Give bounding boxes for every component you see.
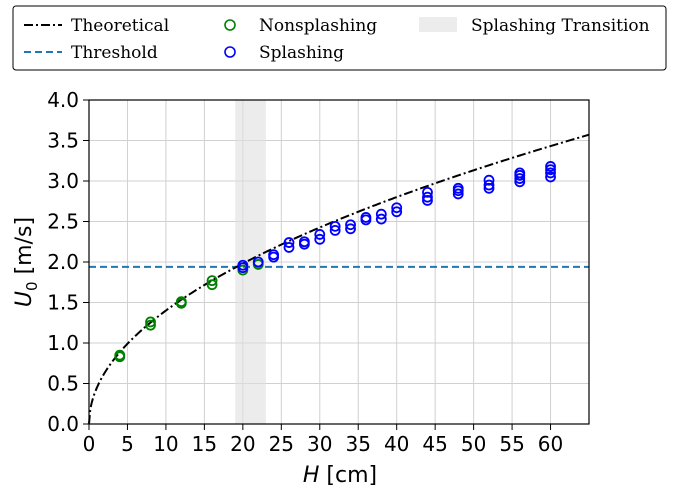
x-tick-label: 40 xyxy=(384,432,409,456)
y-axis-space xyxy=(12,274,37,281)
splashing-point xyxy=(545,167,556,179)
x-axis-unit xyxy=(319,463,326,488)
plot-area xyxy=(88,99,590,425)
y-tick-label: 1.5 xyxy=(47,291,79,315)
splashing-point xyxy=(283,242,295,253)
splashing-point xyxy=(483,179,495,191)
splashing-point xyxy=(483,174,495,186)
splashing-point xyxy=(329,225,341,236)
splashing-point xyxy=(375,213,387,225)
splashing-point xyxy=(452,188,464,200)
y-tick-label: 0.0 xyxy=(47,412,79,436)
splashing-point xyxy=(483,182,495,194)
splashing-point xyxy=(422,186,433,198)
y-tick-label: 3.0 xyxy=(47,169,79,193)
legend-theoretical-label: Theoretical xyxy=(71,16,169,36)
x-tick-label: 10 xyxy=(153,432,178,456)
x-tick-label: 30 xyxy=(307,432,332,456)
splashing-point xyxy=(545,164,556,176)
x-tick-label: 60 xyxy=(538,432,563,456)
nonsplashing-point xyxy=(145,316,156,328)
splashing-point xyxy=(283,237,295,248)
splashing-point xyxy=(298,236,310,248)
splashing-point xyxy=(360,212,372,223)
legend-frame xyxy=(12,5,667,71)
splashing-point xyxy=(252,256,264,268)
y-tick-label: 4.0 xyxy=(47,88,79,112)
legend-transition-swatch xyxy=(419,17,457,32)
splashing-point xyxy=(345,219,356,231)
legend-splashing-marker xyxy=(224,46,236,58)
x-tick-label: 35 xyxy=(346,432,371,456)
nonsplashing-point xyxy=(206,275,218,287)
nonsplashing-point xyxy=(145,319,156,331)
x-axis-label: H [cm] xyxy=(303,463,377,488)
y-axis-symbol: U xyxy=(12,291,37,307)
splashing-point xyxy=(514,173,526,184)
legend-nonsplashing-marker xyxy=(224,19,236,31)
x-tick-label: 5 xyxy=(121,432,134,456)
x-tick-label: 15 xyxy=(192,432,217,456)
nonsplashing-point xyxy=(114,349,126,361)
series-splashing xyxy=(237,161,556,274)
x-tick-label: 55 xyxy=(499,432,524,456)
splashing-point xyxy=(514,167,526,179)
splashing-point xyxy=(545,161,556,172)
y-axis-subscript: 0 xyxy=(23,281,41,291)
nonsplashing-point xyxy=(206,279,218,291)
theoretical-curve xyxy=(88,133,590,425)
legend-threshold-label: Threshold xyxy=(71,43,158,63)
y-tick-label: 1.0 xyxy=(47,331,79,355)
data-points xyxy=(114,161,556,363)
y-tick-label: 2.0 xyxy=(47,250,79,274)
nonsplashing-point xyxy=(175,296,187,308)
x-ticks: 0 5 10 15 20 25 30 35 40 45 50 55 60 xyxy=(83,424,563,456)
x-axis-symbol: H xyxy=(303,463,320,488)
x-axis-unit-text: [cm] xyxy=(326,463,377,488)
y-ticks: 0.0 0.5 1.0 1.5 2.0 2.5 3.0 3.5 4.0 xyxy=(47,88,89,436)
splashing-point xyxy=(314,233,326,245)
y-tick-label: 0.5 xyxy=(47,372,79,396)
legend-transition-label: Splashing Transition xyxy=(471,16,650,36)
splashing-point xyxy=(375,208,387,220)
x-tick-label: 20 xyxy=(230,432,255,456)
splashing-point xyxy=(422,191,433,203)
y-tick-label: 3.5 xyxy=(47,129,79,153)
y-tick-label: 2.5 xyxy=(47,210,79,234)
legend-splashing-label: Splashing xyxy=(259,43,344,63)
x-tick-label: 0 xyxy=(83,432,96,456)
y-axis-label: U0 [m/s] xyxy=(12,217,41,307)
splashing-point xyxy=(391,206,403,218)
x-tick-label: 50 xyxy=(461,432,486,456)
splashing-point xyxy=(345,223,356,235)
x-tick-label: 25 xyxy=(269,432,294,456)
legend: Theoretical Threshold Nonsplashing Splas… xyxy=(12,5,667,71)
splashing-point xyxy=(314,229,326,240)
splashing-point xyxy=(391,202,403,214)
splashing-point xyxy=(329,220,341,232)
splashing-point xyxy=(545,171,556,183)
y-axis-unit: [m/s] xyxy=(12,217,37,274)
splashing-point xyxy=(452,182,464,194)
splashing-point xyxy=(237,259,249,271)
x-tick-label: 45 xyxy=(422,432,447,456)
legend-nonsplashing-label: Nonsplashing xyxy=(259,16,377,36)
splashing-point xyxy=(268,249,280,261)
